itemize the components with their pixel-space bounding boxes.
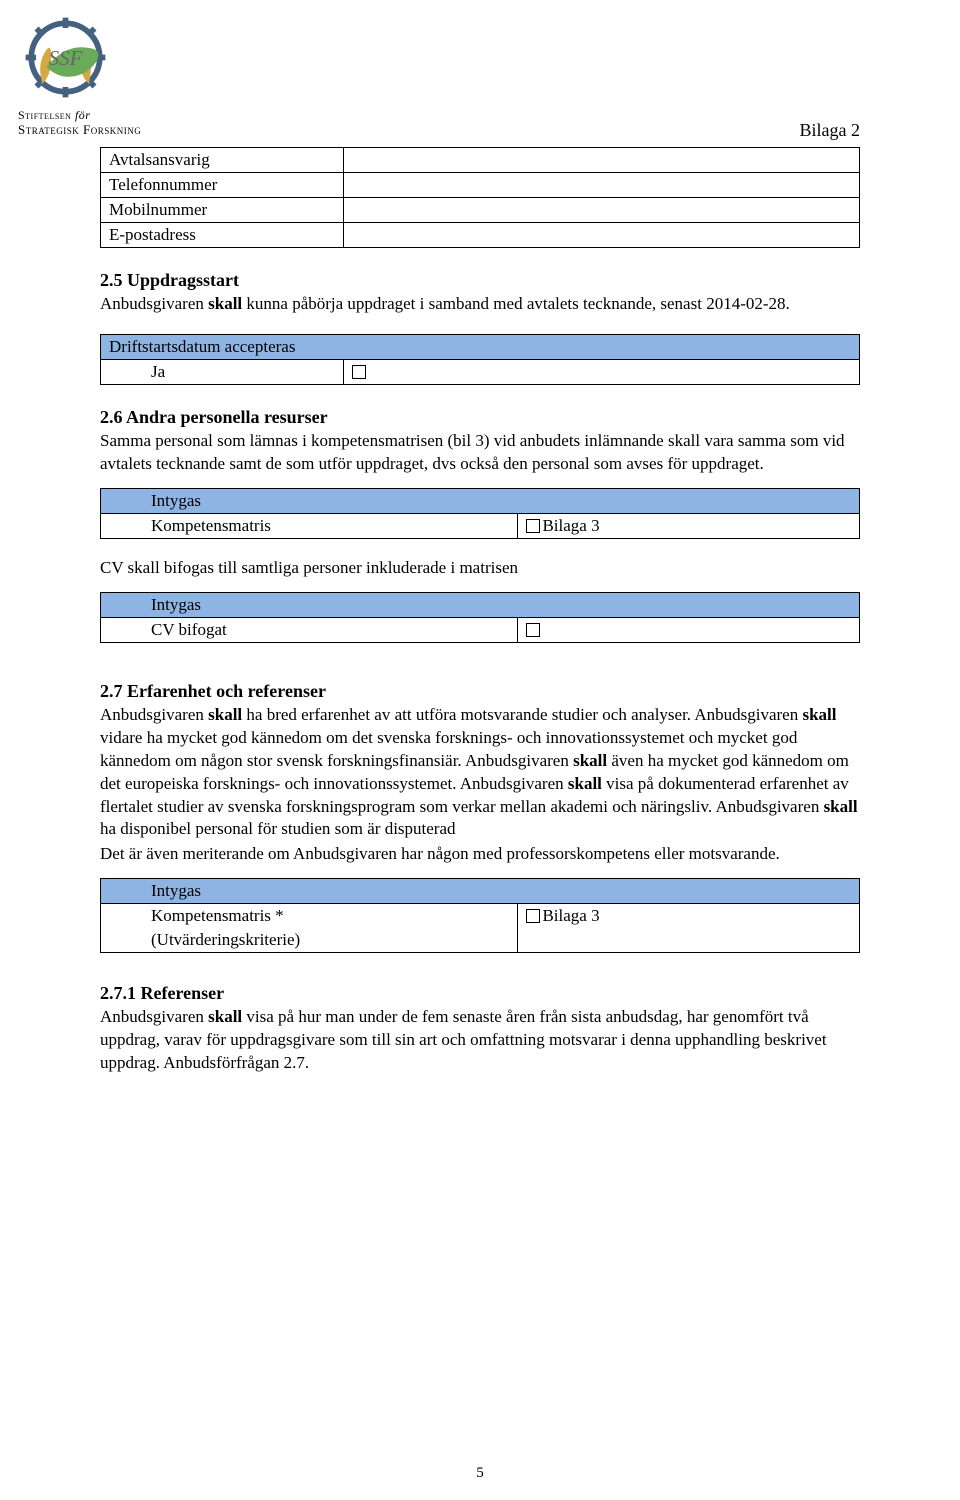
- driftstart-ja: Ja: [101, 359, 344, 384]
- intygas-hdr-1: Intygas: [101, 488, 860, 513]
- intygas-hdr-2: Intygas: [101, 592, 860, 617]
- checkbox-icon[interactable]: [526, 623, 540, 637]
- cv-table: Intygas CV bifogat: [100, 592, 860, 643]
- row-telefon: Telefonnummer: [101, 173, 344, 198]
- logo-emblem: SSF: [18, 10, 113, 105]
- driftstart-table: Driftstartsdatum accepteras Ja: [100, 334, 860, 385]
- sec-25-body: Anbudsgivaren skall kunna påbörja uppdra…: [100, 293, 860, 316]
- cv-note: CV skall bifogas till samtliga personer …: [100, 557, 860, 580]
- bilaga-label: Bilaga 2: [100, 120, 860, 141]
- sec-27-p2: Det är även meriterande om Anbudsgivaren…: [100, 843, 860, 866]
- sec-26-body: Samma personal som lämnas i kompetensmat…: [100, 430, 860, 476]
- svg-text:SSF: SSF: [49, 46, 83, 70]
- sec-27-title: 2.7 Erfarenhet och referenser: [100, 681, 860, 702]
- input-avtalsansvarig[interactable]: [343, 148, 859, 173]
- sec-271-body: Anbudsgivaren skall visa på hur man unde…: [100, 1006, 860, 1075]
- input-mobil[interactable]: [343, 198, 859, 223]
- driftstart-checkbox-cell: [343, 359, 859, 384]
- row-mobil: Mobilnummer: [101, 198, 344, 223]
- checkbox-icon[interactable]: [352, 365, 366, 379]
- kompetensmatris-table: Intygas Kompetensmatris Bilaga 3: [100, 488, 860, 539]
- intygas-hdr-3: Intygas: [101, 879, 860, 904]
- kompetens2-sublabel: (Utvärderingskriterie): [101, 928, 518, 953]
- kompetensmatris-label: Kompetensmatris: [101, 513, 518, 538]
- sec-25-title: 2.5 Uppdragsstart: [100, 270, 860, 291]
- logo-line2: Strategisk Forskning: [18, 123, 198, 138]
- kompetens2-bilaga: Bilaga 3: [518, 904, 860, 953]
- kompetens2-table: Intygas Kompetensmatris * Bilaga 3 (Utvä…: [100, 878, 860, 953]
- logo-text: Stiftelsen för Strategisk Forskning: [18, 109, 198, 138]
- checkbox-icon[interactable]: [526, 519, 540, 533]
- kompetensmatris-bilaga: Bilaga 3: [518, 513, 860, 538]
- logo-line1b: för: [75, 108, 91, 122]
- page-number: 5: [0, 1465, 960, 1482]
- driftstart-header: Driftstartsdatum accepteras: [101, 334, 860, 359]
- row-avtalsansvarig: Avtalsansvarig: [101, 148, 344, 173]
- cv-checkbox-cell: [518, 617, 860, 642]
- cv-bifogat-label: CV bifogat: [101, 617, 518, 642]
- sec-26-title: 2.6 Andra personella resurser: [100, 407, 860, 428]
- row-epost: E-postadress: [101, 223, 344, 248]
- sec-271-title: 2.7.1 Referenser: [100, 983, 860, 1004]
- kompetens2-label: Kompetensmatris *: [101, 904, 518, 929]
- logo-line1a: Stiftelsen: [18, 108, 71, 122]
- contact-table: Avtalsansvarig Telefonnummer Mobilnummer…: [100, 147, 860, 248]
- org-logo: SSF Stiftelsen för Strategisk Forskning: [18, 10, 198, 138]
- input-telefon[interactable]: [343, 173, 859, 198]
- sec-27-p1: Anbudsgivaren skall ha bred erfarenhet a…: [100, 704, 860, 842]
- input-epost[interactable]: [343, 223, 859, 248]
- checkbox-icon[interactable]: [526, 909, 540, 923]
